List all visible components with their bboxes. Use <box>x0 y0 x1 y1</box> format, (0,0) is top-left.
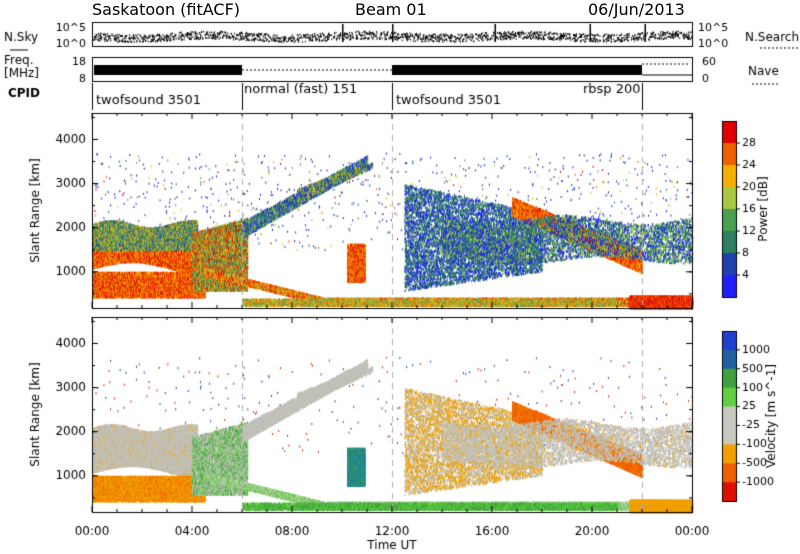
beam-label: Beam 01 <box>355 0 427 19</box>
page-title: Saskatoon (fitACF) <box>92 0 241 19</box>
date-label: 06/Jun/2013 <box>588 0 685 19</box>
